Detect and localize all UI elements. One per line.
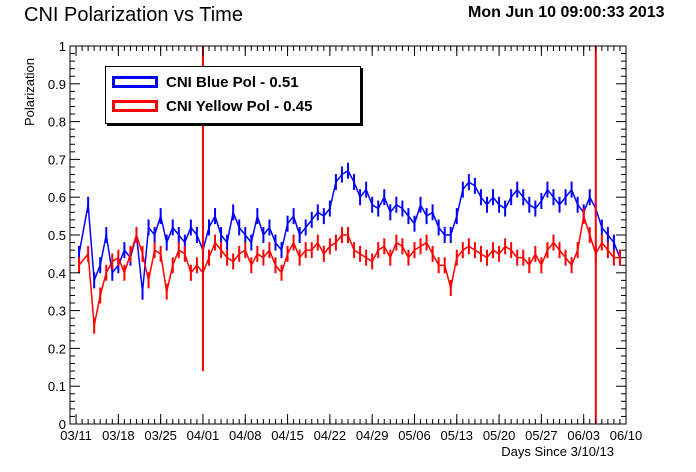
x-tick-label: 03/18 <box>102 428 135 443</box>
x-axis-label: Days Since 3/10/13 <box>501 444 614 459</box>
axis-layer: 0 0.1 0.2 0.3 0.4 0.5 0.6 0.7 0.8 0.9 1 03/11 03/18 0… <box>48 39 642 443</box>
legend-item-yellow: CNI Yellow Pol - 0.45 <box>112 97 312 115</box>
y-tick-label: 0.1 <box>48 379 66 394</box>
y-tick-label: 0.8 <box>48 115 66 130</box>
legend-label-yellow: CNI Yellow Pol - 0.45 <box>166 97 313 115</box>
y-tick-label: 0.3 <box>48 304 66 319</box>
x-tick-label: 04/01 <box>187 428 220 443</box>
legend-item-blue: CNI Blue Pol - 0.51 <box>112 73 299 91</box>
x-tick-label: 06/10 <box>610 428 643 443</box>
legend-swatch-blue <box>112 76 158 88</box>
legend-swatch-yellow <box>112 100 158 112</box>
y-tick-label: 0.5 <box>48 228 66 243</box>
y-tick-label: 1 <box>59 39 66 54</box>
y-tick-label: 0.9 <box>48 77 66 92</box>
x-tick-label: 04/22 <box>314 428 347 443</box>
x-tick-label: 03/25 <box>144 428 177 443</box>
legend-label-blue: CNI Blue Pol - 0.51 <box>166 73 299 91</box>
x-tick-label: 05/13 <box>441 428 474 443</box>
chart-title: CNI Polarization vs Time <box>24 4 243 26</box>
series-line-1 <box>78 215 620 326</box>
x-tick-label: 04/08 <box>229 428 262 443</box>
series-layer <box>78 162 621 334</box>
x-tick-label: 05/06 <box>398 428 431 443</box>
y-tick-label: 0.2 <box>48 341 66 356</box>
x-tick-label: 06/03 <box>567 428 600 443</box>
x-tick-label: 05/27 <box>525 428 558 443</box>
x-tick-label: 05/20 <box>483 428 516 443</box>
y-tick-label: 0.6 <box>48 190 66 205</box>
legend: CNI Blue Pol - 0.51 CNI Yellow Pol - 0.4… <box>105 66 361 124</box>
y-axis-label: Polarization <box>22 58 37 126</box>
x-tick-label: 04/15 <box>271 428 304 443</box>
x-tick-label: 03/11 <box>60 428 92 443</box>
y-tick-label: 0.4 <box>48 266 66 281</box>
y-tick-label: 0.7 <box>48 152 66 167</box>
date-stamp: Mon Jun 10 09:00:33 2013 <box>468 4 665 21</box>
x-tick-label: 04/29 <box>356 428 389 443</box>
y-tick-label: 0 <box>59 417 66 432</box>
series-line-0 <box>78 169 621 292</box>
